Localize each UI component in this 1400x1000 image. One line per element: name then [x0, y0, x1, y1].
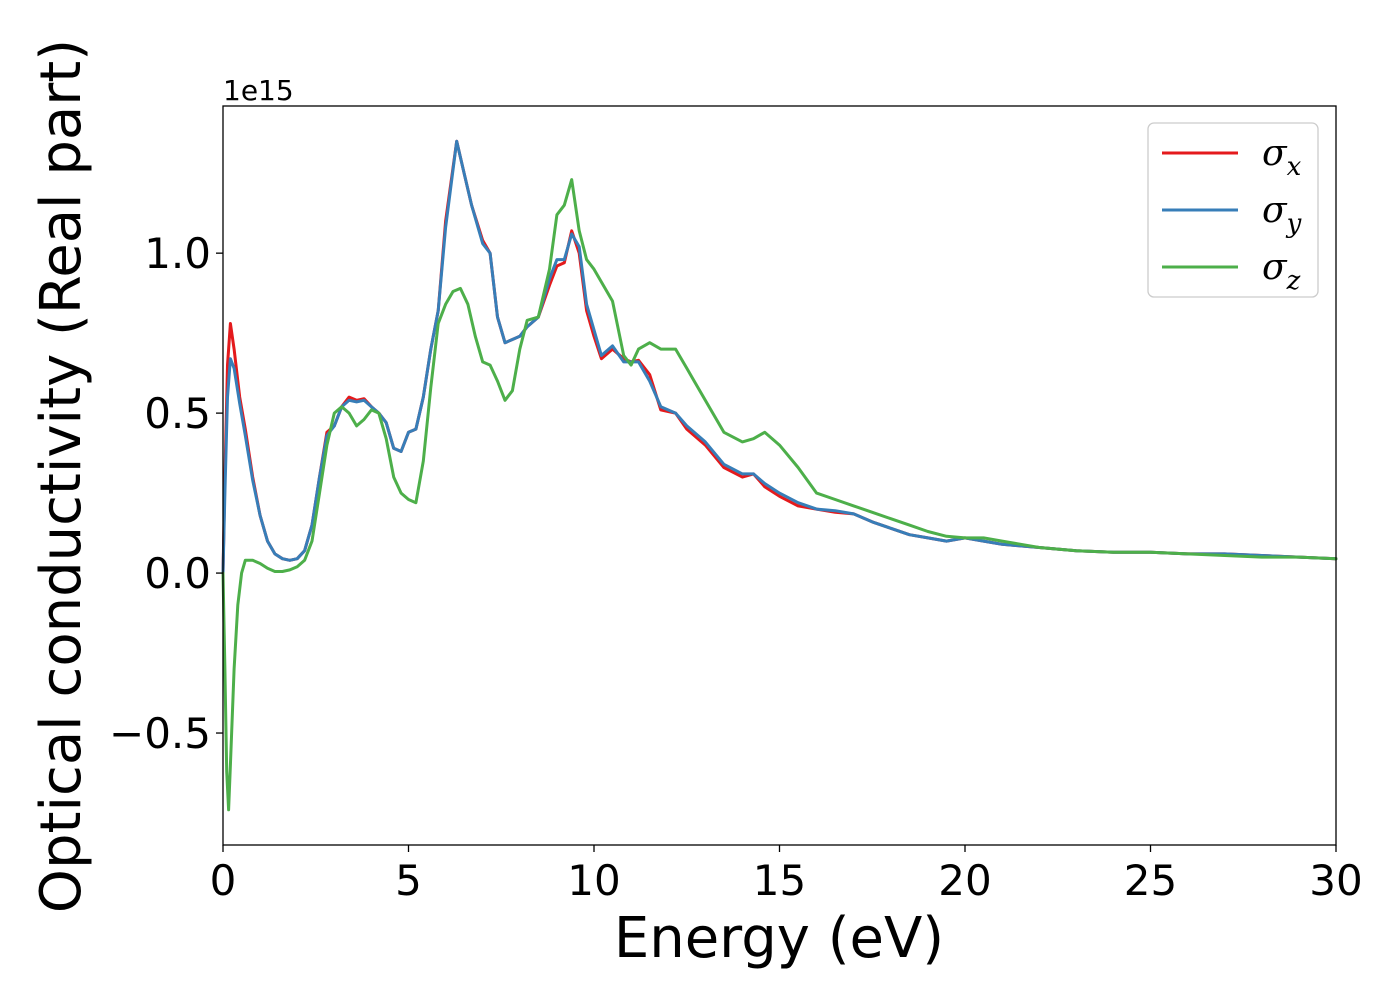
x-axis-label: Energy (eV) [614, 906, 944, 971]
y-axis-label: Optical conductivity (Real part) [29, 39, 94, 913]
x-tick-label: 20 [938, 856, 991, 905]
series-line-y [221, 139, 1338, 575]
x-tick-label: 5 [395, 856, 422, 905]
y-tick-label: 1.0 [144, 229, 211, 278]
x-axis-ticks: 0 5 10 15 20 25 30 [210, 845, 1363, 905]
legend-label-x: σx [1262, 133, 1302, 182]
x-tick-label: 0 [210, 856, 237, 905]
y-tick-label: 0.5 [144, 389, 211, 438]
y-axis-ticks: −0.5 0.0 0.5 1.0 [109, 229, 223, 758]
legend: σx σy σz [1147, 122, 1319, 298]
series-line-z [221, 178, 1338, 812]
x-tick-label: 25 [1124, 856, 1177, 905]
legend-label-y: σy [1262, 190, 1302, 239]
y-tick-label: −0.5 [109, 709, 211, 758]
x-tick-label: 10 [567, 856, 620, 905]
y-offset-label: 1e15 [223, 74, 294, 107]
x-tick-label: 15 [753, 856, 806, 905]
y-tick-label: 0.0 [144, 549, 211, 598]
x-tick-label: 30 [1309, 856, 1362, 905]
legend-label-z: σz [1262, 247, 1301, 296]
series-layer [221, 139, 1338, 812]
